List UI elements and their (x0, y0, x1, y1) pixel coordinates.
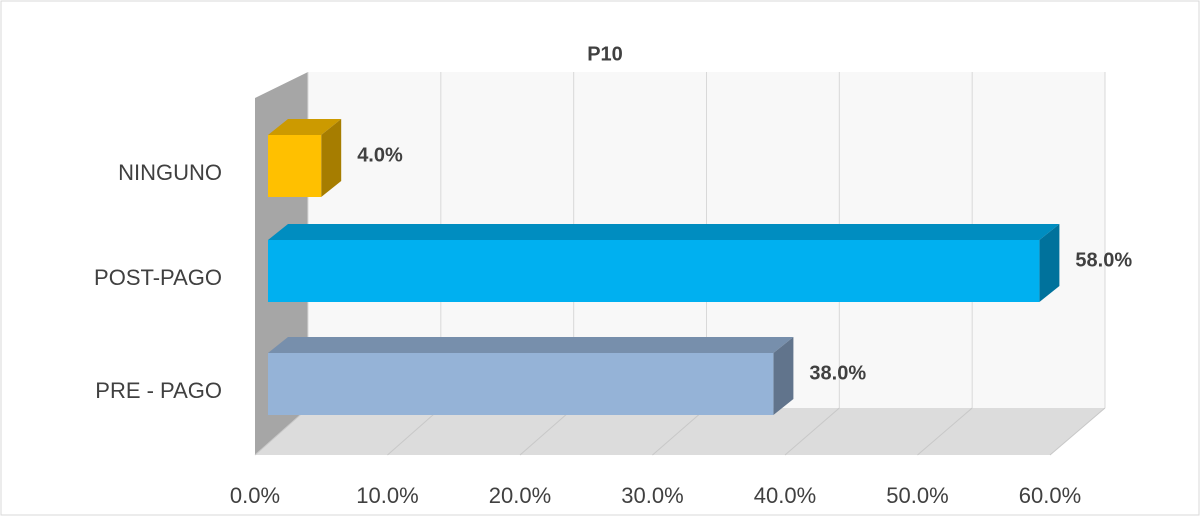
bar-top (268, 224, 1060, 240)
bar-side (773, 337, 794, 415)
floor-grid-line (1049, 407, 1106, 456)
floor-grid-line (784, 407, 840, 456)
value-label: 4.0% (357, 144, 403, 166)
bar-side (321, 119, 342, 197)
y-tick-label: NINGUNO (118, 160, 222, 185)
x-tick-label: 50.0% (886, 483, 948, 508)
floor-grid-line (254, 407, 309, 456)
chart-title: P10 (587, 43, 623, 65)
floor-grid-line (519, 407, 574, 456)
bar-top (268, 337, 794, 353)
floor-grid-line (917, 407, 973, 456)
x-tick-label: 30.0% (621, 483, 683, 508)
x-tick-label: 0.0% (230, 483, 280, 508)
y-tick-label: POST-PAGO (94, 265, 222, 290)
bar (268, 135, 322, 197)
x-tick-label: 10.0% (356, 483, 418, 508)
bar (268, 353, 774, 415)
bar-side (1039, 224, 1060, 302)
bar-top (268, 119, 342, 135)
bar (268, 240, 1040, 302)
y-tick-label: PRE - PAGO (95, 378, 222, 403)
value-label: 58.0% (1075, 249, 1132, 271)
x-tick-label: 20.0% (489, 483, 551, 508)
x-tick-label: 40.0% (754, 483, 816, 508)
value-label: 38.0% (809, 362, 866, 384)
floor-grid-line (652, 407, 707, 456)
floor-grid-line (387, 407, 442, 456)
x-tick-label: 60.0% (1019, 483, 1081, 508)
